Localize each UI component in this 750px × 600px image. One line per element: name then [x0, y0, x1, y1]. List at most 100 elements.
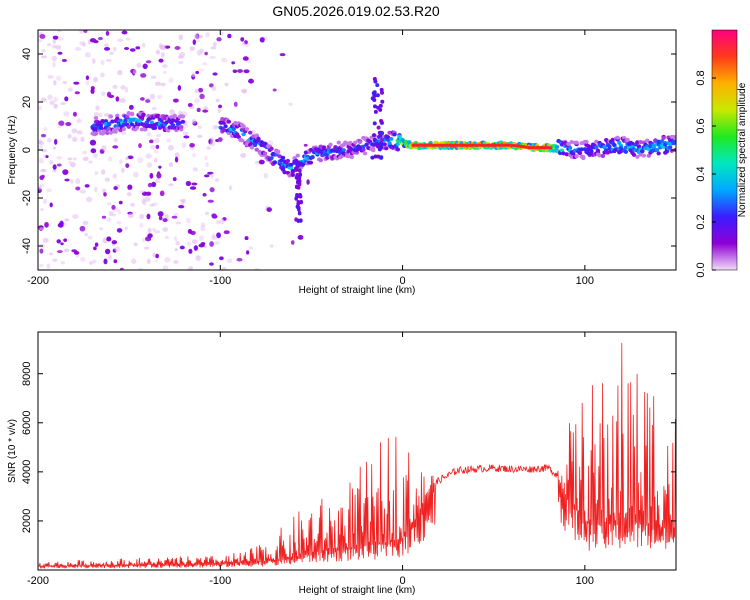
- spectrogram-noise-mark: [155, 144, 160, 150]
- spectrogram-noise-mark: [46, 263, 51, 270]
- spectrogram-noise-mark: [111, 204, 116, 210]
- spectrogram-noise-mark: [55, 45, 62, 50]
- spectrogram-noise-mark: [207, 199, 214, 203]
- spectrogram-ridge-mark: [564, 152, 570, 157]
- spectrogram-ridge-mark: [357, 140, 363, 145]
- spectrogram-noise-mark: [187, 267, 192, 270]
- spectrogram-ridge-mark: [239, 138, 245, 143]
- spectrogram-noise-mark: [62, 222, 68, 227]
- spectrogram-noise-mark: [127, 213, 134, 219]
- spectrogram-noise-mark: [156, 172, 162, 179]
- spectrogram-noise-mark: [149, 93, 156, 100]
- spectrogram-noise-mark: [108, 94, 115, 99]
- spectrogram-noise-mark: [82, 42, 86, 47]
- spectrogram-noise-mark: [76, 130, 83, 135]
- spectrogram-noise-mark: [38, 139, 42, 144]
- spectrogram-ridge-mark: [641, 153, 647, 158]
- spectrogram-noise-mark: [41, 48, 46, 53]
- spectrogram-noise-mark: [221, 267, 227, 270]
- spectrogram-burst-mark: [298, 194, 303, 199]
- spectrogram-ridge-mark: [115, 116, 120, 121]
- spectrogram-ridge-mark: [362, 151, 368, 156]
- spectrogram-noise-mark: [167, 144, 175, 151]
- spectrogram-noise-mark: [113, 186, 118, 191]
- spectrogram-ridge-mark: [106, 121, 112, 126]
- spectrogram-noise-mark: [39, 34, 46, 39]
- spectrogram-ridge-mark: [585, 147, 591, 152]
- spectrogram-ridge-mark: [170, 123, 176, 128]
- spectrogram-ridge-mark: [259, 140, 264, 145]
- spectrogram-noise-mark: [240, 88, 248, 93]
- spectrogram-noise-mark: [73, 81, 80, 85]
- spectrogram-noise-mark: [113, 259, 118, 264]
- spectrogram-ridge-mark: [385, 135, 391, 140]
- spectrogram-noise-mark: [83, 30, 88, 34]
- spectrogram-noise-mark: [155, 178, 161, 184]
- spectrogram-noise-mark: [46, 43, 52, 47]
- spectrogram-ridge-mark: [218, 120, 223, 125]
- spectrogram-ridge-mark: [597, 153, 602, 158]
- spectrogram-ridge-mark: [382, 142, 387, 147]
- spectrogram-noise-mark: [151, 106, 157, 111]
- snr-x-tick-label: 0: [400, 575, 406, 587]
- spectrogram-noise-mark: [101, 215, 107, 219]
- spectrogram-burst-mark: [295, 162, 300, 167]
- spectrogram-noise-mark: [186, 241, 192, 247]
- spectrogram-ridge-mark: [280, 155, 286, 160]
- spectrogram-noise-mark: [210, 46, 217, 50]
- spectrogram-noise-mark: [117, 209, 122, 215]
- spectrogram-burst-mark: [377, 147, 382, 152]
- spectrogram-noise-mark: [49, 202, 53, 208]
- spectrogram-ridge-mark: [361, 144, 366, 149]
- spectrogram-burst-mark: [298, 161, 303, 167]
- spectrogram-noise-mark: [75, 186, 81, 191]
- snr-y-tick-label: 8000: [21, 361, 33, 385]
- spectrogram-noise-mark: [248, 78, 254, 84]
- spectrogram-ridge-mark: [247, 130, 253, 135]
- spectrogram-noise-mark: [116, 221, 122, 225]
- spectrogram-ridge-mark: [244, 127, 250, 132]
- spectrogram-ridge-mark: [121, 122, 127, 127]
- spectrogram-ridge-mark: [180, 119, 186, 124]
- spectrogram-noise-mark: [117, 38, 124, 42]
- spectrogram-noise-mark: [217, 107, 221, 114]
- spectrogram-ridge-mark: [179, 124, 184, 129]
- spectrogram-noise-mark: [158, 58, 164, 63]
- spectrogram-noise-mark: [193, 245, 199, 251]
- spectrogram-ridge-mark: [285, 158, 291, 163]
- spectrogram-noise-mark: [173, 260, 179, 264]
- spectrogram-noise-mark: [212, 42, 217, 47]
- spectrogram-noise-mark: [162, 265, 169, 270]
- spectrogram-noise-mark: [85, 75, 90, 80]
- spectrogram-noise-mark: [223, 230, 230, 235]
- spectrogram-noise-mark: [244, 43, 250, 47]
- spectrogram-noise-mark: [80, 256, 86, 262]
- spectrogram-noise-mark: [73, 250, 80, 255]
- spectrogram-noise-mark: [198, 243, 205, 248]
- spectrogram-noise-mark: [209, 262, 214, 266]
- spectrogram-ridge-mark: [288, 165, 294, 170]
- spectrogram-noise-mark: [195, 255, 201, 261]
- spectrogram-noise-mark: [191, 118, 197, 124]
- spectrogram-noise-mark: [85, 196, 93, 203]
- spectrogram-ridge-mark: [644, 138, 650, 143]
- spectrogram-noise-mark: [101, 91, 106, 96]
- spectrogram-noise-mark: [147, 227, 152, 233]
- spectrogram-noise-mark: [159, 190, 165, 197]
- spectrogram-ridge-mark: [169, 115, 174, 120]
- spectrogram-burst-mark: [380, 99, 385, 104]
- spectrogram-ridge-mark: [656, 151, 661, 156]
- spectrogram-noise-mark: [40, 97, 47, 103]
- spectrogram-ridge-mark: [144, 124, 150, 129]
- spectrogram-noise-mark: [199, 235, 204, 242]
- spectrogram-noise-mark: [138, 189, 145, 194]
- spectrogram-noise-mark: [80, 136, 85, 142]
- spectrogram-noise-mark: [218, 256, 224, 261]
- spectrogram-ridge-mark: [667, 141, 673, 146]
- spectrogram-ridge-mark: [663, 142, 668, 147]
- spectrogram-burst-mark: [380, 90, 385, 95]
- spectrogram-noise-mark: [178, 204, 185, 209]
- spectrogram-noise-mark: [125, 163, 130, 169]
- spectrogram-noise-mark: [297, 234, 304, 240]
